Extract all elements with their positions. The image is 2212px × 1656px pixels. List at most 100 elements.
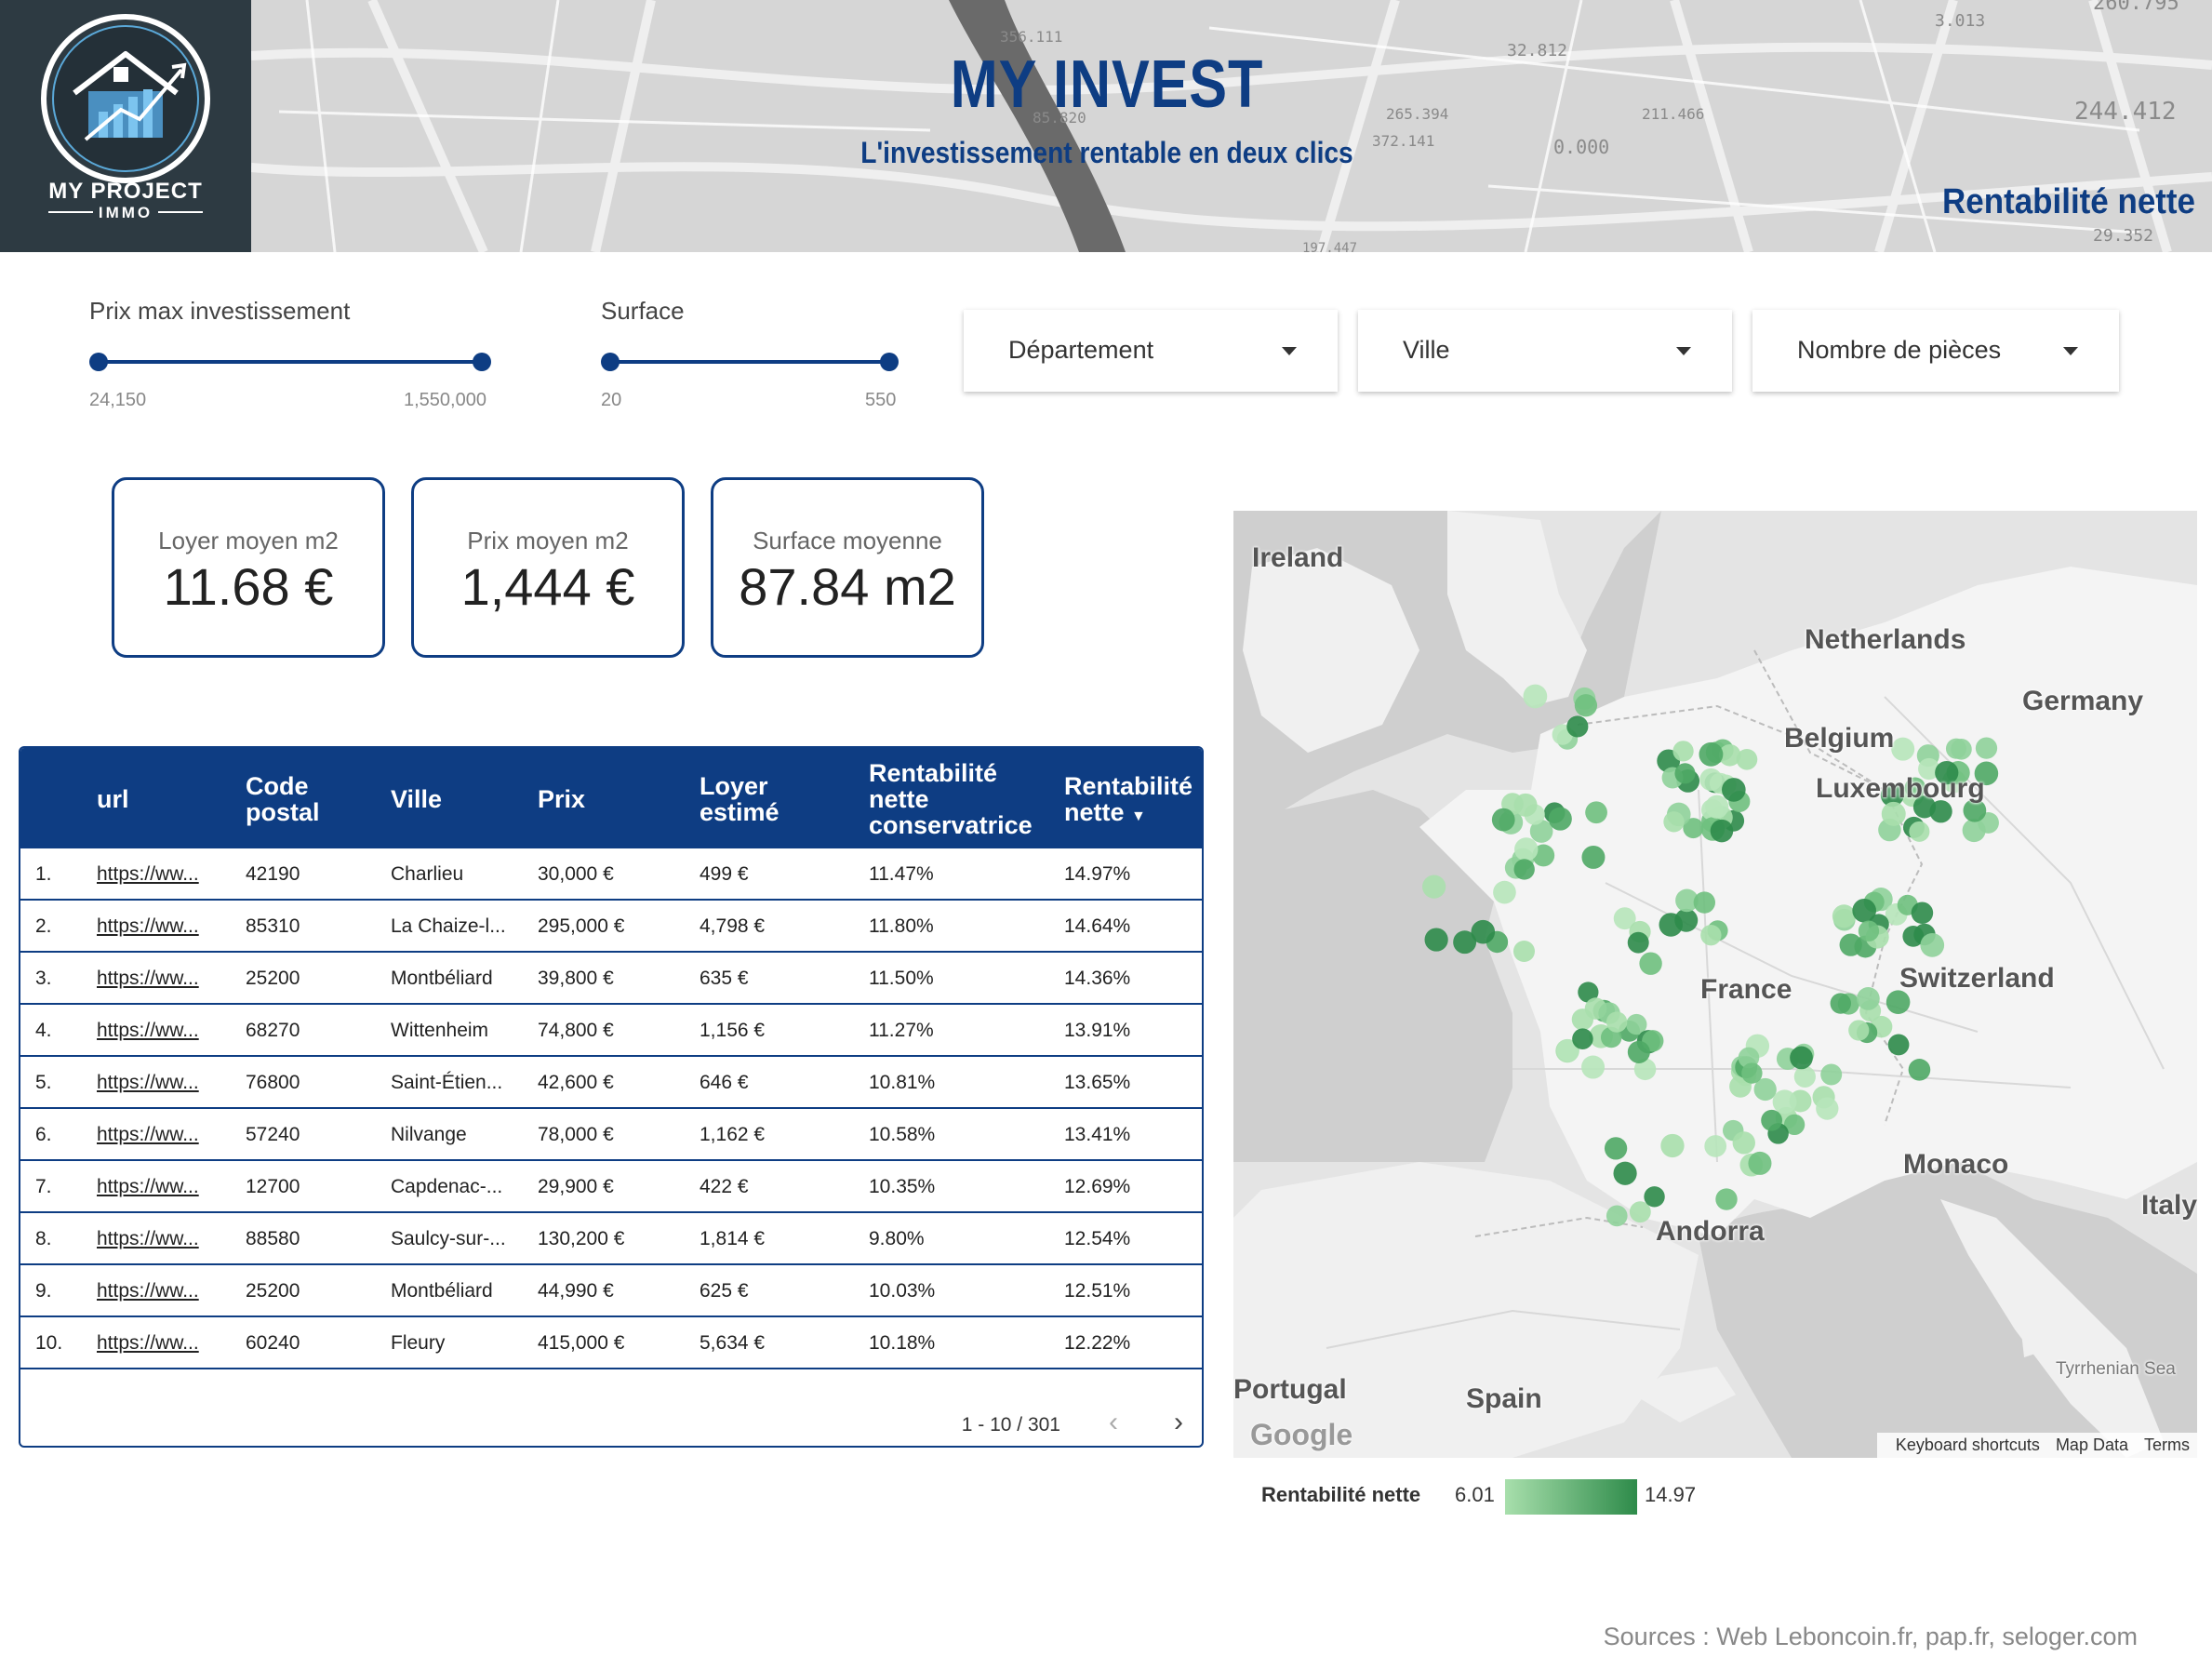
map-point[interactable] (1904, 777, 1926, 798)
map-point[interactable] (1514, 837, 1539, 861)
keyboard-shortcuts-link[interactable]: Keyboard shortcuts (1895, 1436, 2040, 1454)
map-point[interactable] (1830, 993, 1851, 1014)
chevron-left-icon[interactable]: ‹ (1109, 1407, 1118, 1437)
surface-slider-min-handle[interactable] (601, 353, 620, 371)
url-link[interactable]: https://ww... (97, 1124, 199, 1145)
column-header-rentabilite-nette[interactable]: Rentabilité nette ▼ (1064, 773, 1193, 830)
table-row[interactable]: 3. https://ww... 25200 Montbéliard 39,800 € 6… (20, 953, 1202, 1005)
map-point[interactable] (1736, 748, 1758, 770)
map-point[interactable] (1908, 1059, 1931, 1081)
map-point[interactable] (1832, 904, 1856, 928)
map-point[interactable] (1572, 1028, 1593, 1049)
price-slider-min-handle[interactable] (89, 353, 108, 371)
table-row[interactable]: 1. https://ww... 42190 Charlieu 30,000 € 499 … (20, 848, 1202, 901)
url-link[interactable]: https://ww... (97, 1332, 199, 1354)
map-point[interactable] (1693, 891, 1716, 914)
map-point[interactable] (1626, 1013, 1647, 1035)
departement-dropdown[interactable]: Département (964, 310, 1338, 392)
url-link[interactable]: https://ww... (97, 1072, 199, 1093)
url-link[interactable]: https://ww... (97, 863, 199, 885)
map-point[interactable] (1920, 933, 1945, 957)
map-point[interactable] (1627, 931, 1649, 954)
table-row[interactable]: 9. https://ww... 25200 Montbéliard 44,990 € 6… (20, 1265, 1202, 1317)
map-point[interactable] (1732, 1131, 1755, 1155)
map-point[interactable] (1839, 933, 1862, 956)
map-point[interactable] (1639, 952, 1662, 975)
column-header-url[interactable]: url (97, 785, 129, 813)
map-point[interactable] (1556, 1038, 1579, 1062)
map-point[interactable] (1672, 741, 1694, 762)
map-point[interactable] (1793, 1065, 1816, 1088)
surface-slider-max-handle[interactable] (880, 353, 899, 371)
map-point[interactable] (1604, 1137, 1628, 1160)
map-point[interactable] (1548, 807, 1572, 831)
map-point[interactable] (1512, 941, 1536, 963)
map-point[interactable] (1578, 982, 1599, 1003)
table-row[interactable]: 7. https://ww... 12700 Capdenac-... 29,900 €… (20, 1161, 1202, 1213)
map-point[interactable] (1581, 845, 1606, 869)
map-point[interactable] (1722, 778, 1746, 802)
map-point[interactable] (1951, 739, 1972, 760)
map-point[interactable] (1783, 1114, 1806, 1136)
map-point[interactable] (1471, 919, 1496, 944)
map-point[interactable] (1962, 819, 1986, 843)
table-row[interactable]: 8. https://ww... 88580 Saulcy-sur-... 130,20… (20, 1213, 1202, 1265)
price-slider-max-handle[interactable] (473, 353, 491, 371)
map-point[interactable] (1848, 1020, 1870, 1041)
map-point[interactable] (1659, 913, 1684, 937)
map-point[interactable] (1816, 1097, 1839, 1120)
map-point[interactable] (1911, 901, 1934, 925)
map-point[interactable] (1574, 694, 1598, 717)
map-data-link[interactable]: Map Data (2055, 1436, 2128, 1454)
geo-map[interactable]: Ireland Netherlands Germany Belgium Luxe… (1233, 511, 2197, 1458)
map-point[interactable] (1820, 1063, 1843, 1086)
map-point[interactable] (1683, 818, 1704, 839)
map-point[interactable] (1571, 1008, 1594, 1031)
url-link[interactable]: https://ww... (97, 1280, 199, 1302)
column-header-code-postal[interactable]: Code postal (246, 773, 320, 825)
map-point[interactable] (1974, 761, 1999, 786)
map-point[interactable] (1887, 1034, 1910, 1056)
map-point[interactable] (1663, 811, 1685, 833)
map-point[interactable] (1886, 990, 1911, 1014)
map-point[interactable] (1491, 808, 1515, 832)
ville-dropdown[interactable]: Ville (1358, 310, 1732, 392)
map-point[interactable] (1700, 924, 1722, 946)
chevron-right-icon[interactable]: › (1174, 1407, 1183, 1437)
map-point[interactable] (1918, 757, 1940, 781)
map-point[interactable] (1493, 880, 1516, 904)
map-point[interactable] (1718, 743, 1741, 767)
map-point[interactable] (1710, 819, 1734, 843)
map-point[interactable] (1613, 1161, 1637, 1185)
map-point[interactable] (1585, 801, 1607, 824)
map-point[interactable] (1513, 859, 1535, 880)
column-header-prix[interactable]: Prix (538, 785, 586, 813)
map-point[interactable] (1880, 783, 1904, 808)
column-header-rentabilite-conservatrice[interactable]: Rentabilité nette conservatrice (869, 760, 1033, 838)
map-point[interactable] (1523, 684, 1548, 709)
map-point[interactable] (1529, 820, 1553, 843)
column-header-loyer[interactable]: Loyer estimé (700, 773, 780, 825)
table-row[interactable]: 6. https://ww... 57240 Nilvange 78,000 € 1,16… (20, 1109, 1202, 1161)
table-row[interactable]: 4. https://ww... 68270 Wittenheim 74,800 € 1,… (20, 1005, 1202, 1057)
map-point[interactable] (1761, 1109, 1783, 1131)
map-point[interactable] (1453, 930, 1477, 955)
map-point[interactable] (1644, 1186, 1665, 1208)
table-row[interactable]: 5. https://ww... 76800 Saint-Étien... 42,600… (20, 1057, 1202, 1109)
map-point[interactable] (1772, 1089, 1797, 1115)
surface-slider-track[interactable] (610, 360, 889, 364)
map-point[interactable] (1891, 737, 1915, 761)
map-point[interactable] (1627, 1040, 1650, 1063)
map-point[interactable] (1606, 1011, 1628, 1033)
map-canvas[interactable] (1233, 511, 2197, 1458)
terms-link[interactable]: Terms (2144, 1436, 2190, 1454)
column-header-ville[interactable]: Ville (391, 785, 443, 813)
map-point[interactable] (1629, 1201, 1651, 1223)
map-point[interactable] (1741, 1062, 1763, 1084)
map-point[interactable] (1606, 1205, 1628, 1227)
map-point[interactable] (1748, 1151, 1772, 1175)
map-point[interactable] (1633, 1058, 1657, 1081)
map-point[interactable] (1881, 801, 1906, 826)
map-point[interactable] (1912, 795, 1937, 819)
url-link[interactable]: https://ww... (97, 915, 199, 937)
